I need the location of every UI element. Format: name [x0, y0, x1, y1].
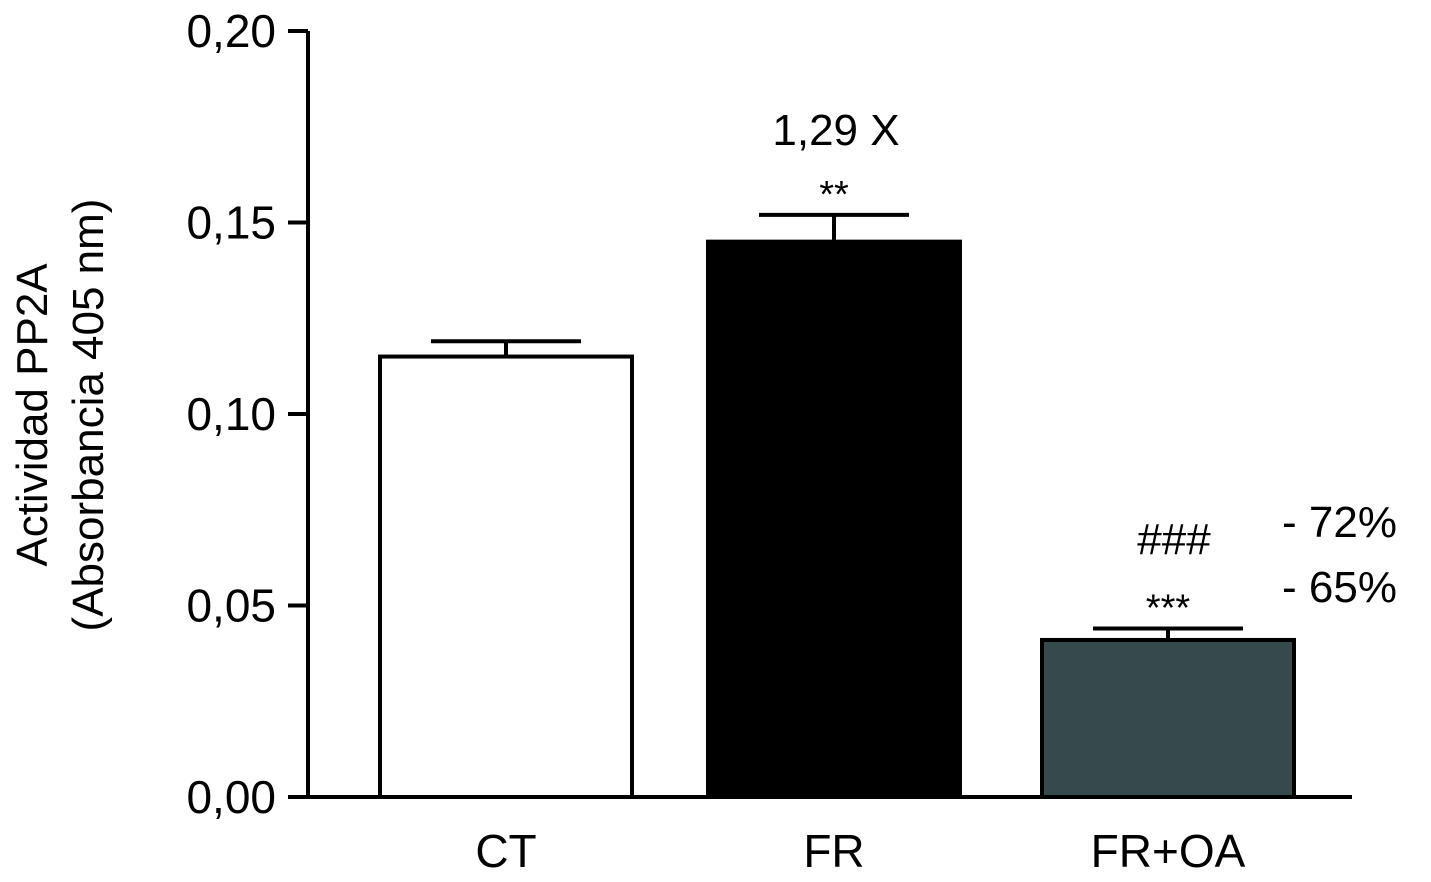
significance-marks: ***** — [819, 174, 1190, 630]
fold-change-annotation: 1,29 X — [772, 106, 899, 155]
bar-fr — [706, 239, 962, 799]
y-axis-title-line1: Actividad PP2A — [8, 263, 57, 567]
percent-change-annotation-1: - 72% — [1282, 498, 1397, 547]
error-bars — [431, 212, 1243, 640]
category-label-0: CT — [475, 825, 536, 877]
y-tick-label-0: 0,00 — [186, 771, 276, 823]
y-tick-label-1: 0,05 — [186, 580, 276, 632]
bar-fr-oa — [1040, 637, 1296, 799]
bar-ct — [378, 354, 634, 799]
y-tick-label-4: 0,20 — [186, 5, 276, 57]
y-tick-label-3: 0,15 — [186, 197, 276, 249]
significance-stars-1: ** — [819, 174, 849, 216]
bars — [378, 239, 1296, 799]
percent-change-annotation-2: - 65% — [1282, 563, 1397, 612]
hash-significance-annotation: ### — [1137, 515, 1211, 564]
category-label-2: FR+OA — [1091, 825, 1246, 877]
category-label-1: FR — [803, 825, 864, 877]
y-ticks: 0,00 0,05 0,10 0,15 0,20 — [186, 5, 308, 823]
y-tick-label-2: 0,10 — [186, 388, 276, 440]
significance-stars-2: *** — [1146, 587, 1191, 629]
category-labels: CT FR FR+OA — [475, 825, 1245, 877]
y-axis-title-line2: (Absorbancia 405 nm) — [64, 199, 113, 632]
